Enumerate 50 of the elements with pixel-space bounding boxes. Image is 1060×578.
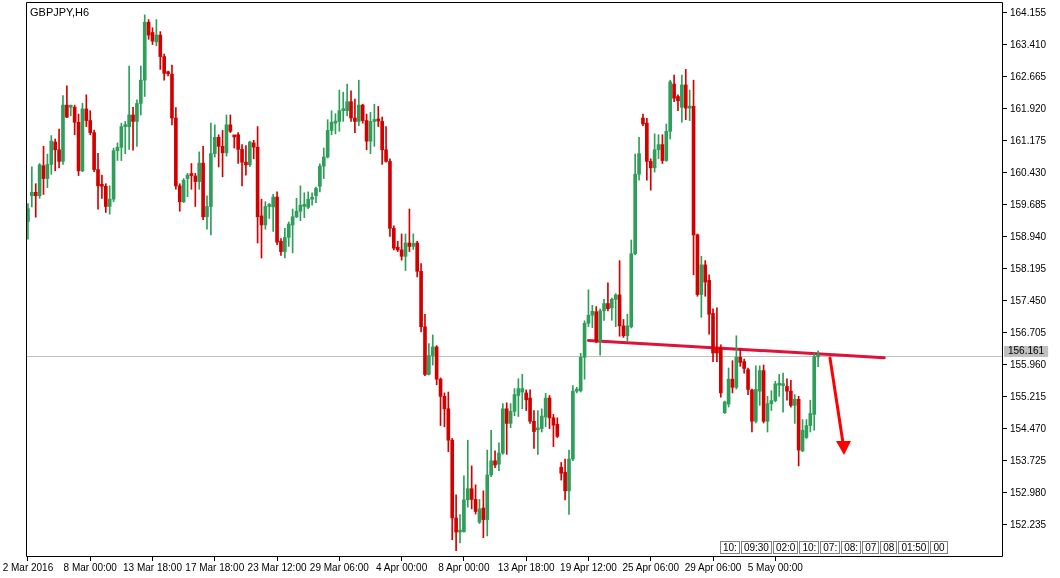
annotation: 00 [930,541,948,554]
annotation: 01:50 [898,541,930,554]
annotation: 09:30 [740,541,772,554]
x-tick-label: 25 Apr 06:00 [622,561,680,573]
annotation: 10: [720,541,740,554]
y-tick-label: 158.195 [1010,262,1047,274]
annotation: 08: [841,541,862,554]
x-tick-label: 13 Apr 18:00 [497,561,555,573]
candlestick [33,183,38,218]
candlestick [781,372,785,413]
x-tick-label: 29 Mar 06:00 [309,561,370,573]
y-tick-label: 155.215 [1010,390,1047,402]
y-tick-label: 163.410 [1010,38,1047,50]
chart-title: GBPJPY,H6 [30,6,90,19]
x-tick-label: 13 Mar 18:00 [123,561,183,573]
y-tick-label: 161.175 [1010,134,1047,146]
y-tick-label: 160.430 [1010,166,1047,178]
ref-line-label: 156.161 [1008,345,1045,357]
y-tick-label: 154.470 [1010,422,1047,434]
y-tick-label: 155.960 [1010,358,1047,370]
y-tick-label: 153.725 [1010,454,1047,466]
x-tick-label: 17 Mar 18:00 [185,561,245,573]
annotation: 10: [799,541,820,554]
y-tick-label: 159.685 [1010,198,1047,210]
y-tick-label: 157.450 [1010,294,1047,306]
annotation: 02:0 [772,541,799,554]
annotation: 08 [880,541,898,554]
y-tick-label: 162.665 [1010,70,1047,82]
x-tick-label: 19 Apr 12:00 [560,561,618,573]
y-tick-label: 152.980 [1010,486,1047,498]
candlestick [792,394,797,424]
x-tick-label: 8 Apr 00:00 [438,561,490,573]
annotation: 07 [862,541,880,554]
y-tick-label: 158.940 [1010,230,1047,242]
candlestick [131,106,135,151]
candlestick [606,282,610,312]
candlestick [30,166,34,208]
candlestick [271,194,275,232]
y-tick-label: 164.155 [1010,6,1047,18]
x-tick-label: 2 Mar 2016 [2,561,54,573]
x-tick-label: 8 Mar 00:00 [63,561,118,573]
x-tick-label: 23 Mar 12:00 [247,561,307,573]
y-tick-label: 161.920 [1010,102,1047,114]
candlestick [127,65,131,150]
x-tick-label: 4 Apr 00:00 [376,561,428,573]
y-tick-label: 152.235 [1010,518,1047,530]
annotation: 07: [820,541,841,554]
x-tick-label: 29 Apr 06:00 [684,561,742,573]
y-tick-label: 156.705 [1010,326,1047,338]
x-tick-label: 5 May 00:00 [747,561,804,573]
